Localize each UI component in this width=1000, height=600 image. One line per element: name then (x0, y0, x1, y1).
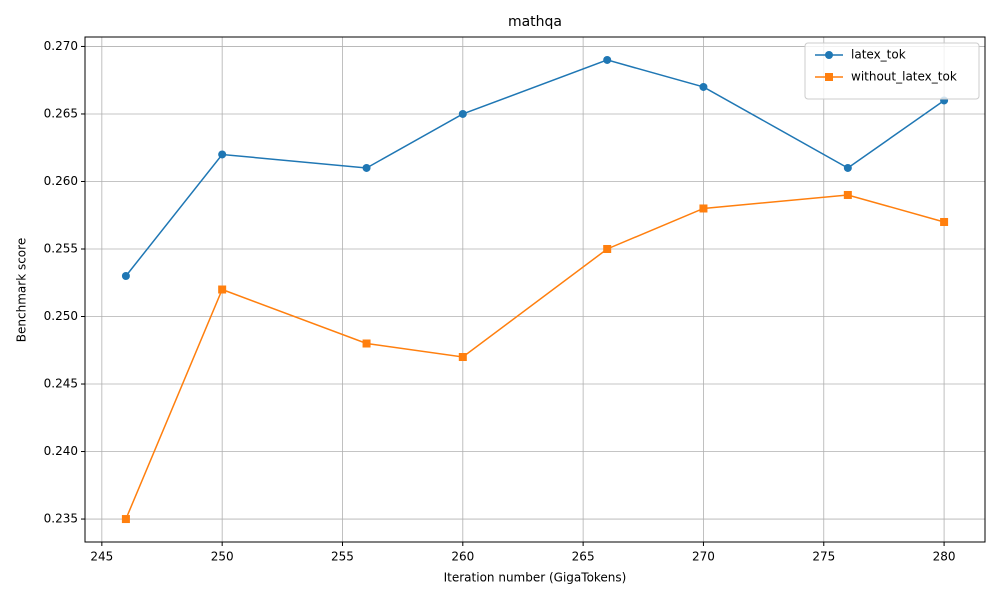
x-tick-label: 275 (812, 550, 835, 564)
plot-frame (84, 36, 986, 543)
data-point (458, 353, 467, 362)
series-line (125, 194, 945, 520)
x-tick-label: 280 (933, 550, 956, 564)
y-tick-label: 0.270 (44, 39, 78, 53)
y-tick-label: 0.255 (44, 241, 78, 255)
x-tick-label: 250 (211, 550, 234, 564)
data-point (699, 82, 708, 91)
data-point (458, 109, 467, 118)
legend-marker (825, 73, 833, 81)
legend-marker (825, 51, 833, 59)
data-point (121, 271, 130, 280)
y-tick-label: 0.260 (44, 174, 78, 188)
y-axis-label: Benchmark score (15, 238, 29, 342)
x-axis-label: Iteration number (GigaTokens) (444, 571, 627, 585)
x-tick-label: 270 (692, 550, 715, 564)
y-tick-label: 0.265 (44, 106, 78, 120)
y-tick-label: 0.240 (44, 444, 78, 458)
x-tick-label: 260 (451, 550, 474, 564)
data-point (121, 515, 130, 524)
legend-label: latex_tok (851, 48, 906, 62)
x-tick-label: 265 (572, 550, 595, 564)
data-point (603, 55, 612, 64)
chart-title: mathqa (508, 14, 562, 30)
x-tick-label: 245 (90, 550, 113, 564)
data-point (940, 217, 949, 226)
data-point (362, 163, 371, 172)
data-point (699, 204, 708, 213)
data-point (603, 244, 612, 253)
data-point (843, 163, 852, 172)
legend-box (804, 42, 980, 100)
series-line (125, 59, 945, 277)
data-point (362, 339, 371, 348)
y-tick-label: 0.245 (44, 377, 78, 391)
y-tick-label: 0.250 (44, 309, 78, 323)
data-point (218, 285, 227, 294)
y-tick-label: 0.235 (44, 512, 78, 526)
data-point (843, 190, 852, 199)
x-tick-label: 255 (331, 550, 354, 564)
legend-label: without_latex_tok (851, 70, 957, 84)
data-point (218, 150, 227, 159)
